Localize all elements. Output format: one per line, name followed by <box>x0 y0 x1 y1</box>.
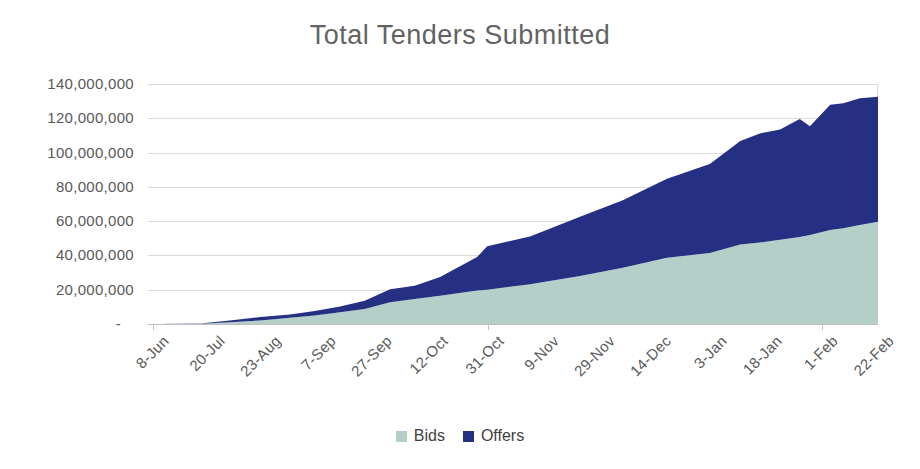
x-axis-label: 23-Aug <box>236 332 283 379</box>
x-axis-label: 8-Jun <box>132 332 172 372</box>
stacked-area-plot <box>153 84 878 324</box>
x-axis-label: 18-Jan <box>740 332 786 378</box>
y-axis-label: 140,000,000 <box>0 75 134 93</box>
chart-title: Total Tenders Submitted <box>0 20 920 51</box>
x-axis-label: 9-Nov <box>521 332 562 373</box>
chart-canvas: Total Tenders Submitted 140,000,000 120,0… <box>0 0 920 469</box>
legend-swatch-bids <box>396 431 407 442</box>
legend-label: Bids <box>414 427 445 445</box>
legend: Bids Offers <box>0 427 920 445</box>
x-axis-label: 1-Feb <box>800 332 841 373</box>
x-axis-label: 27-Sep <box>348 332 395 379</box>
x-axis-label: 22-Feb <box>850 332 897 379</box>
x-axis-label: 14-Dec <box>626 332 673 379</box>
x-axis-line <box>148 324 878 325</box>
y-axis-label: 20,000,000 <box>0 281 134 299</box>
x-axis-label: 3-Jan <box>690 332 730 372</box>
y-axis-label: 120,000,000 <box>0 109 134 127</box>
x-axis-label: 29-Nov <box>571 332 618 379</box>
y-axis-label: 60,000,000 <box>0 212 134 230</box>
y-axis-label: - <box>0 315 134 333</box>
legend-item-offers: Offers <box>463 427 524 445</box>
legend-label: Offers <box>481 427 524 445</box>
x-axis-tick <box>822 324 823 330</box>
y-axis-label: 100,000,000 <box>0 144 134 162</box>
y-axis-label: 80,000,000 <box>0 178 134 196</box>
x-axis-label: 7-Sep <box>298 332 339 373</box>
x-axis-label: 20-Jul <box>186 332 228 374</box>
x-axis-label: 12-Oct <box>406 332 451 377</box>
x-axis-tick <box>488 324 489 330</box>
legend-swatch-offers <box>463 431 474 442</box>
x-axis-tick <box>153 324 154 330</box>
x-axis-label: 31-Oct <box>461 332 506 377</box>
y-axis-label: 40,000,000 <box>0 246 134 264</box>
legend-item-bids: Bids <box>396 427 445 445</box>
